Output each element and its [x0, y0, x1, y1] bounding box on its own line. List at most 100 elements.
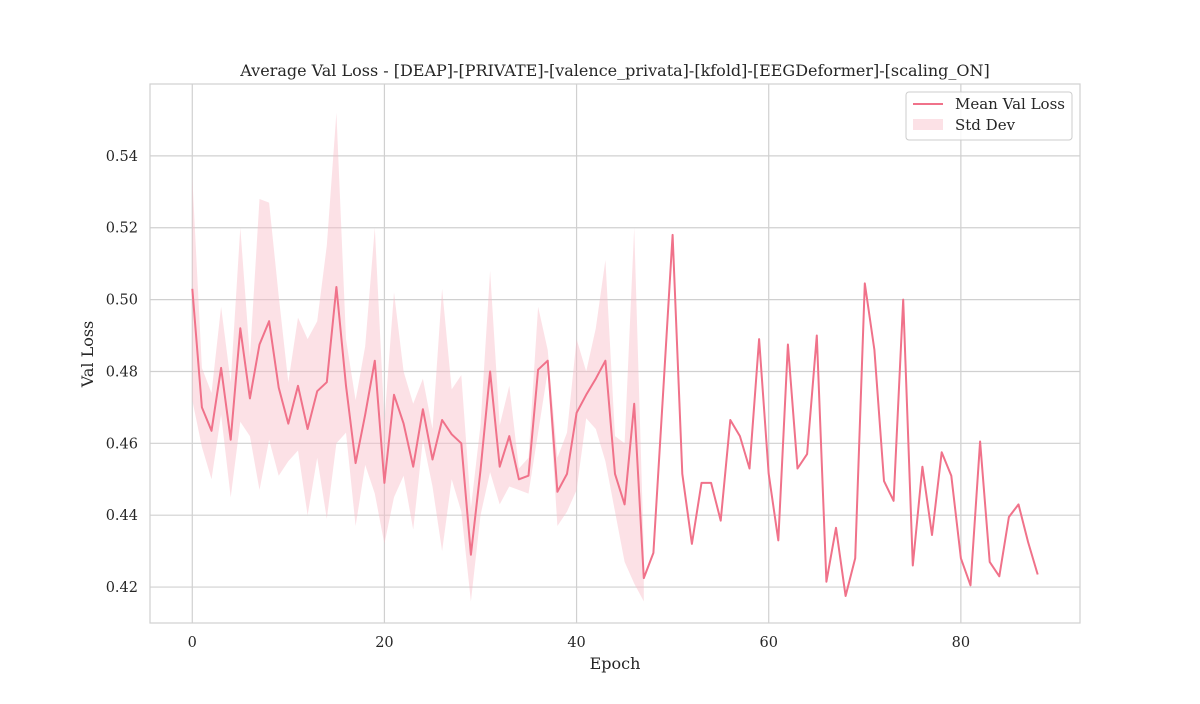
mean-val-loss-point [604, 360, 606, 362]
mean-val-loss-point [614, 473, 616, 475]
mean-val-loss-point [960, 557, 962, 559]
mean-val-loss-point [1027, 541, 1029, 543]
legend-box [905, 91, 1073, 141]
y-tick-label: 0.52 [106, 221, 138, 237]
mean-val-loss-point [835, 527, 837, 529]
mean-val-loss-point [979, 441, 981, 443]
mean-val-loss-point [403, 423, 405, 425]
mean-val-loss-point [412, 466, 414, 468]
x-tick-label: 0 [188, 635, 197, 651]
mean-val-loss-point [432, 459, 434, 461]
y-tick-label: 0.46 [106, 436, 138, 452]
mean-val-loss-point [316, 390, 318, 392]
mean-val-loss-point [941, 451, 943, 453]
y-tick-label: 0.48 [106, 364, 138, 380]
mean-val-loss-point [268, 320, 270, 322]
chart-title: Average Val Loss - [DEAP]-[PRIVATE]-[val… [239, 61, 989, 80]
y-axis-label: Val Loss [78, 321, 97, 389]
legend: Mean Val Loss Std Dev [905, 91, 1073, 141]
mean-val-loss-point [864, 282, 866, 284]
mean-val-loss-point [278, 387, 280, 389]
legend-label-mean: Mean Val Loss [955, 95, 1065, 113]
mean-val-loss-point [249, 397, 251, 399]
y-tick-label: 0.54 [106, 149, 138, 165]
mean-val-loss-point [287, 423, 289, 425]
mean-val-loss-point [537, 369, 539, 371]
mean-val-loss-point [364, 414, 366, 416]
mean-val-loss-point [528, 475, 530, 477]
mean-val-loss-point [806, 453, 808, 455]
mean-val-loss-point [230, 439, 232, 441]
mean-val-loss-point [345, 385, 347, 387]
x-axis-label: Epoch [590, 654, 641, 673]
mean-val-loss-point [845, 595, 847, 597]
mean-val-loss-point [710, 482, 712, 484]
legend-label-std: Std Dev [955, 116, 1016, 134]
mean-val-loss-point [912, 565, 914, 567]
mean-val-loss-point [239, 327, 241, 329]
mean-val-loss-point [624, 503, 626, 505]
mean-val-loss-point [326, 381, 328, 383]
y-tick-labels: 0.42 0.44 0.46 0.48 0.50 0.52 0.54 [106, 149, 138, 596]
mean-val-loss-point [643, 577, 645, 579]
mean-val-loss-point [374, 360, 376, 362]
y-tick-label: 0.50 [106, 293, 138, 309]
mean-val-loss-point [297, 385, 299, 387]
mean-val-loss-point [201, 406, 203, 408]
mean-val-loss-point [652, 552, 654, 554]
mean-val-loss-point [508, 435, 510, 437]
x-tick-label: 20 [375, 635, 393, 651]
mean-val-loss-point [633, 403, 635, 405]
mean-val-loss-point [576, 412, 578, 414]
mean-val-loss-point [1008, 516, 1010, 518]
mean-val-loss-point [691, 543, 693, 545]
mean-val-loss-point [489, 371, 491, 373]
mean-val-loss-point [931, 534, 933, 536]
mean-val-loss-point [883, 480, 885, 482]
mean-val-loss-point [797, 468, 799, 470]
mean-val-loss-point [787, 344, 789, 346]
mean-val-loss-point [902, 299, 904, 301]
mean-val-loss-point [393, 394, 395, 396]
mean-val-loss-point [441, 419, 443, 421]
mean-val-loss-point [191, 288, 193, 290]
mean-val-loss-point [758, 338, 760, 340]
mean-val-loss-point [211, 430, 213, 432]
mean-val-loss-point [989, 561, 991, 563]
mean-val-loss-point [873, 349, 875, 351]
mean-val-loss-point [720, 520, 722, 522]
mean-val-loss-point [739, 435, 741, 437]
mean-val-loss-point [729, 419, 731, 421]
mean-val-loss-point [585, 394, 587, 396]
y-tick-label: 0.44 [106, 508, 138, 524]
mean-val-loss-point [825, 581, 827, 583]
mean-val-loss-point [259, 344, 261, 346]
mean-val-loss-point [816, 335, 818, 337]
plot-area [149, 83, 1081, 624]
mean-val-loss-point [749, 468, 751, 470]
mean-val-loss-point [335, 286, 337, 288]
y-tick-label: 0.42 [106, 580, 138, 596]
x-tick-label: 40 [567, 635, 585, 651]
mean-val-loss-point [499, 466, 501, 468]
mean-val-loss-point [480, 469, 482, 471]
mean-val-loss-point [383, 482, 385, 484]
mean-val-loss-point [921, 466, 923, 468]
std-dev-band-layer [192, 112, 644, 602]
mean-val-loss-point [998, 575, 1000, 577]
mean-val-loss-point [355, 462, 357, 464]
mean-val-loss-point [220, 367, 222, 369]
mean-val-loss-point [556, 491, 558, 493]
std-dev-band [192, 112, 644, 602]
x-tick-label: 60 [759, 635, 777, 651]
mean-val-loss-point [970, 584, 972, 586]
mean-val-loss-point [566, 473, 568, 475]
mean-val-loss-point [854, 557, 856, 559]
mean-line-layer [191, 233, 1039, 597]
mean-val-loss-point [518, 478, 520, 480]
mean-val-loss-point [950, 475, 952, 477]
mean-val-loss-point [451, 433, 453, 435]
mean-val-loss-point [307, 428, 309, 430]
